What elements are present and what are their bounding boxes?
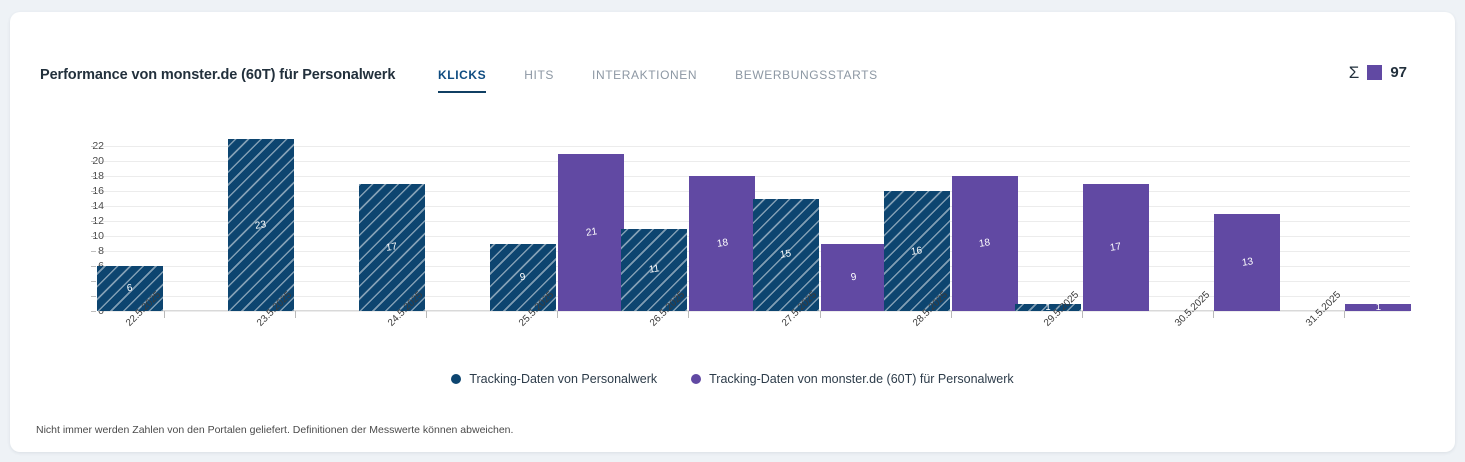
y-axis-tick xyxy=(91,281,96,283)
legend-label: Tracking-Daten von Personalwerk xyxy=(469,372,658,386)
y-axis-tick xyxy=(91,146,96,148)
x-axis-tick xyxy=(950,311,952,318)
x-axis-tick xyxy=(163,311,165,318)
x-axis-tick xyxy=(1213,311,1215,318)
x-axis-tick xyxy=(426,311,427,318)
tab-bewerbungsstarts[interactable]: BEWERBUNGSSTARTS xyxy=(735,66,878,91)
y-axis-tick xyxy=(91,206,96,208)
bar-personalwerk-26.5.2025[interactable]: 11 xyxy=(621,228,688,311)
y-axis-tick-label: 18 xyxy=(92,170,104,183)
bar-value-label: 17 xyxy=(1109,241,1123,254)
y-axis-tick xyxy=(91,266,96,268)
bar-value-label: 18 xyxy=(716,237,729,251)
legend-color-dot xyxy=(691,374,702,384)
bar-monster-31.5.2025[interactable]: 1 xyxy=(1345,302,1412,313)
x-axis-tick xyxy=(557,311,559,318)
gridline xyxy=(98,311,1410,312)
sum-badge: Σ 97 xyxy=(1349,64,1407,81)
gridline xyxy=(98,161,1410,163)
y-axis-tick xyxy=(91,251,96,253)
x-axis-tick xyxy=(819,311,821,318)
bar-monster-25.5.2025[interactable]: 21 xyxy=(558,153,625,311)
y-axis-tick xyxy=(91,236,96,238)
bar-value-label: 21 xyxy=(584,226,598,239)
chart-card: Performance von monster.de (60T) für Per… xyxy=(10,12,1455,452)
y-axis-tick xyxy=(91,311,96,312)
chart-legend: Tracking-Daten von Personalwerk Tracking-… xyxy=(10,372,1455,386)
bar-value-label: 15 xyxy=(779,248,792,262)
bar-personalwerk-28.5.2025[interactable]: 16 xyxy=(883,191,950,311)
y-axis-tick xyxy=(91,296,96,298)
bar-personalwerk-22.5.2025[interactable]: 6 xyxy=(96,266,163,311)
bar-personalwerk-24.5.2025[interactable]: 17 xyxy=(359,183,425,311)
y-axis-tick-label: 22 xyxy=(92,140,104,153)
sigma-icon: Σ xyxy=(1348,63,1360,82)
bar-personalwerk-25.5.2025[interactable]: 9 xyxy=(490,243,557,311)
bar-value-label: 23 xyxy=(254,218,268,232)
y-axis-tick-label: 10 xyxy=(92,230,104,243)
x-axis-tick xyxy=(688,311,690,318)
y-axis-tick-label: 20 xyxy=(92,155,104,168)
bar-value-label: 17 xyxy=(385,241,399,254)
y-axis-tick-label: 8 xyxy=(98,245,104,258)
bar-value-label: 9 xyxy=(519,271,527,284)
y-axis-tick-label: 14 xyxy=(92,200,104,213)
bar-value-label: 6 xyxy=(126,282,134,295)
legend-color-dot xyxy=(451,374,462,384)
footnote-text: Nicht immer werden Zahlen von den Portal… xyxy=(36,424,514,436)
chart-header: Performance von monster.de (60T) für Per… xyxy=(10,62,1455,104)
y-axis-tick xyxy=(91,191,96,193)
bar-value-label: 13 xyxy=(1240,256,1254,269)
bar-value-label: 18 xyxy=(978,237,992,251)
tab-klicks[interactable]: KLICKS xyxy=(438,66,487,93)
tab-hits[interactable]: HITS xyxy=(524,66,554,91)
y-axis-tick xyxy=(91,221,96,223)
chart-plot-area: 0246810121416182022622.5.20252323.5.2025… xyxy=(91,139,1412,329)
bar-monster-27.5.2025[interactable]: 9 xyxy=(820,243,887,311)
gridline xyxy=(98,146,1410,148)
bar-value-label: 16 xyxy=(910,244,924,258)
y-axis-tick xyxy=(91,161,96,163)
legend-item-monster[interactable]: Tracking-Daten von monster.de (60T) für … xyxy=(691,372,1014,386)
y-axis-tick-label: 12 xyxy=(92,215,104,228)
x-axis-tick xyxy=(294,311,296,318)
x-axis-tick xyxy=(1082,311,1083,318)
tab-interaktionen[interactable]: INTERAKTIONEN xyxy=(592,66,697,91)
bar-value-label: 11 xyxy=(648,263,661,277)
legend-item-personalwerk[interactable]: Tracking-Daten von Personalwerk xyxy=(451,372,657,386)
legend-label: Tracking-Daten von monster.de (60T) für … xyxy=(709,372,1014,386)
y-axis-tick xyxy=(91,176,96,178)
sum-value: 97 xyxy=(1390,64,1407,81)
bar-value-label: 9 xyxy=(849,271,858,284)
bar-monster-28.5.2025[interactable]: 18 xyxy=(951,176,1018,311)
y-axis-tick-label: 6 xyxy=(62,260,104,272)
bar-monster-29.5.2025[interactable]: 17 xyxy=(1083,183,1149,311)
x-axis-tick xyxy=(1344,311,1346,318)
y-axis-tick-label: 0 xyxy=(98,305,104,317)
sum-color-swatch xyxy=(1367,65,1383,80)
page-title: Performance von monster.de (60T) für Per… xyxy=(40,67,396,83)
tab-bar: KLICKS HITS INTERAKTIONEN BEWERBUNGSSTARTS xyxy=(438,66,916,93)
bar-monster-26.5.2025[interactable]: 18 xyxy=(689,176,756,311)
bar-personalwerk-23.5.2025[interactable]: 23 xyxy=(227,139,294,311)
y-axis-tick-label: 16 xyxy=(92,185,104,198)
bar-personalwerk-27.5.2025[interactable]: 15 xyxy=(752,198,819,311)
bar-monster-30.5.2025[interactable]: 13 xyxy=(1214,213,1281,311)
